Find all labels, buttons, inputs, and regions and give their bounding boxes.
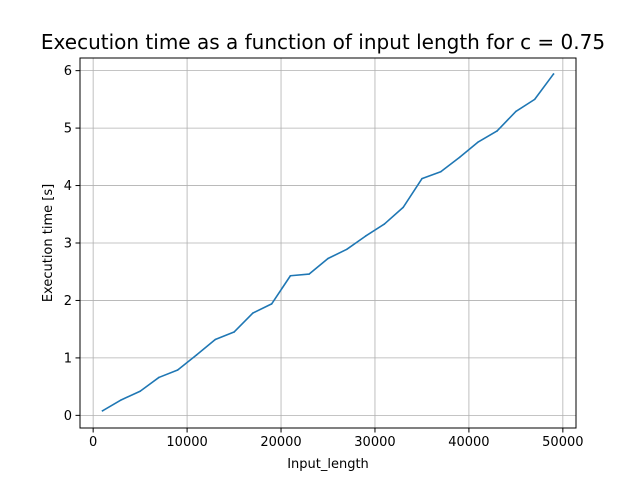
data-point bbox=[214, 338, 217, 341]
data-point bbox=[158, 376, 160, 379]
series-line bbox=[101, 72, 555, 412]
data-point bbox=[120, 399, 123, 401]
data-point bbox=[252, 312, 254, 314]
y-tick-label: 4 bbox=[64, 179, 72, 194]
data-point bbox=[101, 409, 104, 412]
x-axis: 0 10000 20000 30000 40000 50000 bbox=[89, 428, 584, 450]
data-point bbox=[552, 73, 555, 75]
x-tick-label: 30000 bbox=[354, 435, 395, 450]
data-point bbox=[270, 303, 273, 305]
y-tick-label: 6 bbox=[64, 64, 72, 79]
data-point bbox=[233, 331, 235, 333]
data-point bbox=[176, 369, 179, 371]
x-tick-label: 50000 bbox=[542, 435, 583, 450]
data-point bbox=[345, 248, 348, 251]
data-point bbox=[195, 354, 198, 356]
series-group bbox=[101, 72, 555, 412]
data-point bbox=[477, 141, 480, 143]
data-point bbox=[402, 206, 404, 209]
data-point bbox=[364, 235, 367, 237]
data-point bbox=[533, 98, 536, 101]
y-axis-label: Execution time [s] bbox=[41, 184, 56, 302]
data-point bbox=[515, 110, 517, 113]
chart-title: Execution time as a function of input le… bbox=[41, 30, 605, 54]
data-point bbox=[383, 223, 386, 225]
data-point bbox=[139, 390, 141, 393]
data-point bbox=[289, 274, 292, 277]
x-tick-label: 40000 bbox=[448, 435, 489, 450]
y-tick-label: 3 bbox=[64, 237, 72, 252]
y-tick-label: 0 bbox=[64, 409, 72, 424]
x-tick-label: 0 bbox=[89, 435, 97, 450]
data-point bbox=[327, 257, 329, 260]
data-point bbox=[421, 177, 423, 180]
y-axis: 0 1 2 3 4 5 6 bbox=[64, 64, 80, 424]
data-point bbox=[496, 130, 498, 132]
y-tick-label: 2 bbox=[64, 294, 72, 309]
y-tick-label: 1 bbox=[64, 351, 72, 366]
grid bbox=[80, 58, 576, 428]
x-tick-label: 10000 bbox=[166, 435, 207, 450]
data-point bbox=[439, 170, 442, 173]
data-point bbox=[308, 273, 311, 275]
x-tick-label: 20000 bbox=[260, 435, 301, 450]
y-tick-label: 5 bbox=[64, 122, 72, 137]
x-axis-label: Input_length bbox=[287, 457, 369, 472]
data-point bbox=[458, 156, 461, 159]
